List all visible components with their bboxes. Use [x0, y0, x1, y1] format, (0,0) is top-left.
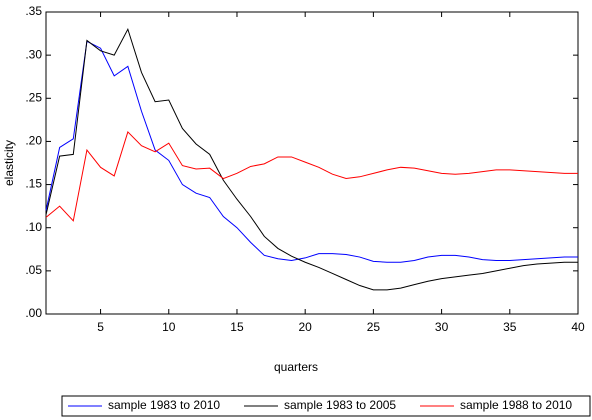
- y-tick-label: .20: [25, 134, 42, 148]
- x-tick-label: 30: [435, 320, 449, 334]
- x-tick-label: 40: [571, 320, 585, 334]
- series-line: [45, 40, 578, 263]
- y-tick-label: .25: [25, 90, 42, 104]
- series-line: [45, 130, 578, 222]
- x-tick-label: 35: [503, 320, 517, 334]
- x-axis-label: quarters: [274, 360, 318, 374]
- legend-frame: [61, 395, 591, 417]
- plot-frame: [45, 11, 579, 315]
- x-tick-label: 25: [367, 320, 381, 334]
- legend-label: sample 1988 to 2010: [460, 398, 572, 412]
- y-tick-label: .30: [25, 47, 42, 61]
- x-tick-label: 15: [230, 320, 244, 334]
- x-tick-label: 10: [162, 320, 176, 334]
- x-tick-label: 20: [298, 320, 312, 334]
- y-tick-label: .05: [25, 263, 42, 277]
- y-tick-label: .10: [25, 220, 42, 234]
- legend-label: sample 1983 to 2005: [284, 398, 396, 412]
- legend-label: sample 1983 to 2010: [108, 398, 220, 412]
- x-tick-label: 5: [97, 320, 104, 334]
- y-axis-label: elasticity: [2, 140, 16, 186]
- y-tick-label: .35: [25, 4, 42, 18]
- series-line: [45, 27, 578, 291]
- y-tick-label: .15: [25, 177, 42, 191]
- y-tick-label: .00: [25, 306, 42, 320]
